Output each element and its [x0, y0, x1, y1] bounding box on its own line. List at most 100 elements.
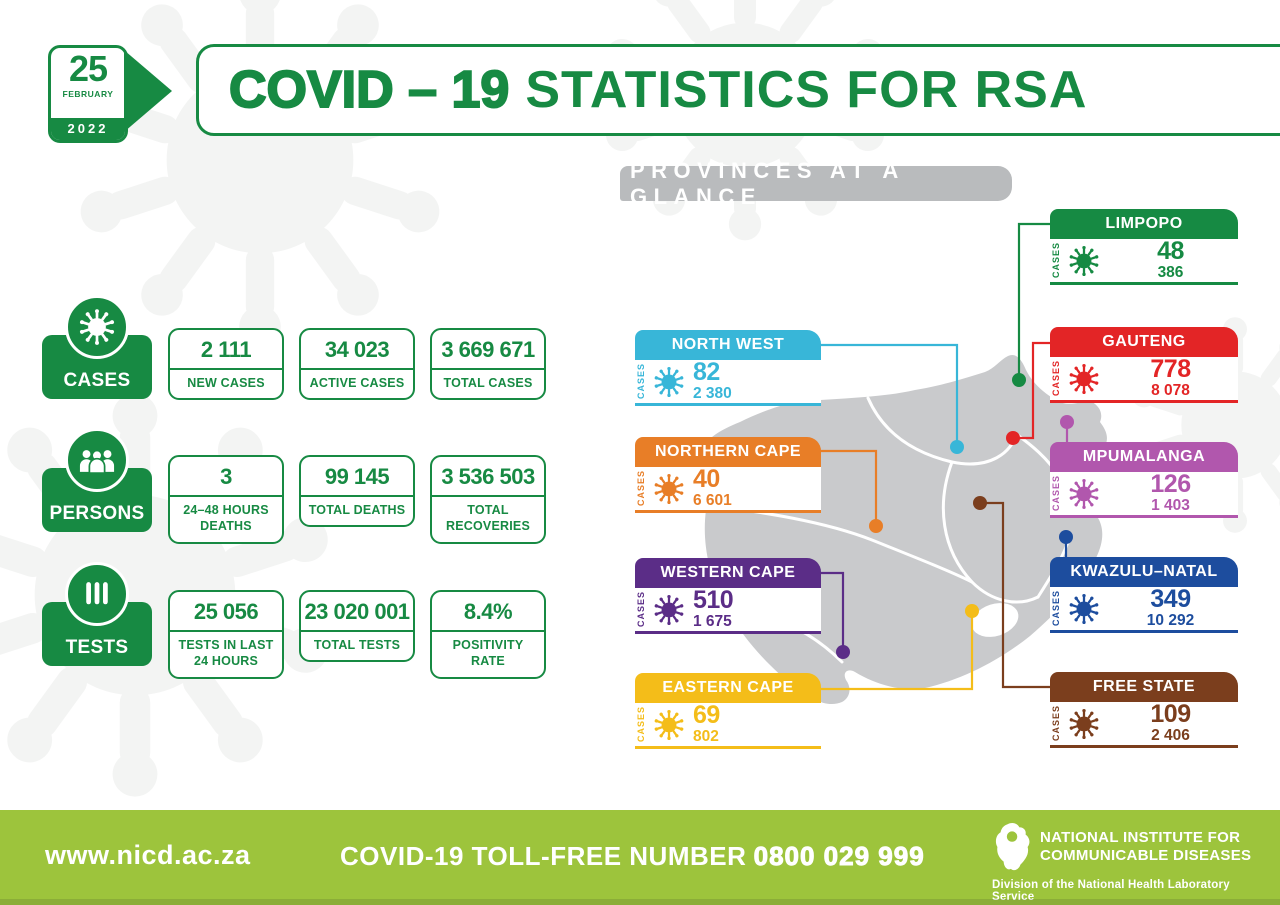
cases-caption: CASES [636, 470, 646, 507]
province-name: KWAZULU–NATAL [1050, 557, 1238, 587]
org-subtitle: Division of the National Health Laborato… [992, 879, 1230, 903]
cases-caption: CASES [1051, 360, 1061, 397]
province-block-north-west: NORTH WEST CASES 82 2 380 [635, 330, 821, 406]
stat-card-2448h-deaths: 3 24–48 HOURS DEATHS [168, 455, 284, 544]
cases-caption: CASES [636, 363, 646, 400]
stat-value: 99 145 [301, 457, 413, 497]
divider [1050, 630, 1238, 633]
persons-group-tile: PERSONS [42, 428, 152, 532]
province-name: FREE STATE [1050, 672, 1238, 702]
footer: www.nicd.ac.za COVID-19 TOLL-FREE NUMBER… [0, 810, 1280, 905]
page-title-covid: COVID – 19 [228, 60, 510, 120]
province-name: MPUMALANGA [1050, 442, 1238, 472]
province-cases-value: 349 [1150, 584, 1191, 613]
virus-icon [653, 594, 685, 626]
cases-caption: CASES [1051, 242, 1061, 279]
province-cases-subvalue: 386 [1157, 264, 1184, 282]
cases-group-tile: CASES [42, 295, 152, 399]
stat-value: 3 669 671 [432, 330, 544, 370]
stat-label: TESTS IN LAST 24 HOURS [178, 638, 274, 669]
province-name: GAUTENG [1050, 327, 1238, 357]
stat-label: TOTAL RECOVERIES [446, 503, 530, 534]
stat-card-new-cases: 2 111 NEW CASES [168, 328, 284, 401]
stat-card-total-recoveries: 3 536 503 TOTAL RECOVERIES [430, 455, 546, 544]
province-name: NORTH WEST [635, 330, 821, 360]
province-cases-subvalue: 802 [693, 728, 719, 746]
divider [1050, 282, 1238, 285]
stat-label: NEW CASES [187, 376, 265, 390]
org-name-line2: COMMUNICABLE DISEASES [1040, 847, 1252, 864]
province-name: EASTERN CAPE [635, 673, 821, 703]
stat-value: 34 023 [301, 330, 413, 370]
stat-label: TOTAL DEATHS [308, 503, 406, 517]
stat-label: TOTAL CASES [443, 376, 533, 390]
virus-icon [65, 295, 129, 359]
date-year: 2022 [51, 118, 125, 140]
province-cases-value: 778 [1150, 354, 1191, 383]
stat-value: 2 111 [170, 330, 282, 370]
tollfree-line: COVID-19 TOLL-FREE NUMBER 0800 029 999 [340, 841, 924, 872]
virus-icon [1068, 363, 1100, 395]
cases-caption: CASES [636, 706, 646, 743]
title-banner: COVID – 19 STATISTICS FOR RSA [196, 44, 1280, 136]
province-block-western-cape: WESTERN CAPE CASES 510 1 675 [635, 558, 821, 634]
cases-caption: CASES [636, 591, 646, 628]
divider [1050, 515, 1238, 518]
page-title-rest: STATISTICS FOR RSA [525, 61, 1088, 119]
virus-icon [1068, 593, 1100, 625]
province-block-eastern-cape: EASTERN CAPE CASES 69 802 [635, 673, 821, 749]
cases-group-label: CASES [63, 370, 131, 391]
province-name: WESTERN CAPE [635, 558, 821, 588]
persons-group-label: PERSONS [49, 503, 145, 524]
virus-icon [1068, 245, 1100, 277]
persons-stats-row: 3 24–48 HOURS DEATHS 99 145 TOTAL DEATHS… [168, 455, 546, 544]
tests-group-label: TESTS [65, 637, 129, 658]
province-cases-value: 69 [693, 700, 720, 729]
province-block-mpumalanga: MPUMALANGA CASES 126 1 403 [1050, 442, 1238, 518]
people-icon [65, 428, 129, 492]
province-cases-value: 126 [1150, 469, 1191, 498]
stat-card-total-tests: 23 020 001 TOTAL TESTS [299, 590, 415, 663]
virus-icon [653, 366, 685, 398]
org-name-line1: NATIONAL INSTITUTE FOR [1040, 829, 1241, 847]
divider [1050, 745, 1238, 748]
tollfree-label: COVID-19 TOLL-FREE NUMBER [340, 841, 747, 871]
cases-caption: CASES [1051, 590, 1061, 627]
divider [635, 510, 821, 513]
stat-value: 3 [170, 457, 282, 497]
province-name: NORTHERN CAPE [635, 437, 821, 467]
province-cases-value: 48 [1157, 236, 1184, 265]
province-cases-subvalue: 2 406 [1151, 727, 1190, 745]
province-block-gauteng: GAUTENG CASES 778 8 078 [1050, 327, 1238, 403]
stat-label: ACTIVE CASES [309, 376, 405, 390]
divider [635, 746, 821, 749]
divider [635, 631, 821, 634]
nicd-logo-block: NATIONAL INSTITUTE FOR COMMUNICABLE DISE… [992, 822, 1252, 903]
stat-card-active-cases: 34 023 ACTIVE CASES [299, 328, 415, 401]
province-cases-value: 82 [693, 357, 720, 386]
virus-icon [1068, 478, 1100, 510]
province-block-kwazulu-natal: KWAZULU–NATAL CASES 349 10 292 [1050, 557, 1238, 633]
stat-value: 3 536 503 [432, 457, 544, 497]
province-cases-value: 109 [1150, 699, 1191, 728]
divider [1050, 400, 1238, 403]
provinces-banner: PROVINCES AT A GLANCE [620, 158, 1012, 209]
virus-icon [1068, 708, 1100, 740]
africa-logo-icon [992, 822, 1032, 872]
date-day: 25 [68, 48, 108, 89]
stat-label: POSITIVITY RATE [452, 638, 524, 669]
test-tubes-icon [65, 562, 129, 626]
stat-value: 8.4% [432, 592, 544, 632]
province-cases-subvalue: 6 601 [693, 492, 732, 510]
stat-card-positivity-rate: 8.4% POSITIVITY RATE [430, 590, 546, 679]
website-link[interactable]: www.nicd.ac.za [45, 840, 251, 870]
province-name: LIMPOPO [1050, 209, 1238, 239]
virus-icon [653, 473, 685, 505]
province-cases-subvalue: 8 078 [1151, 382, 1190, 400]
divider [635, 403, 821, 406]
province-cases-value: 40 [693, 464, 720, 493]
provinces-heading: PROVINCES AT A GLANCE [630, 157, 904, 209]
stat-card-total-deaths: 99 145 TOTAL DEATHS [299, 455, 415, 528]
tests-group-tile: TESTS [42, 562, 152, 666]
province-cases-subvalue: 1 675 [693, 613, 732, 631]
